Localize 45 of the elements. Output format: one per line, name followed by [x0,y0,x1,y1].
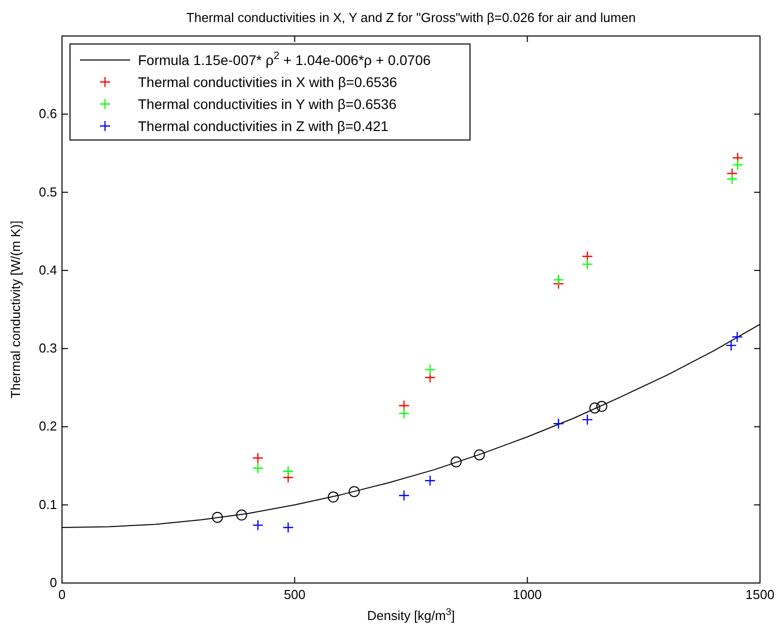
point [398,490,410,502]
point [726,173,738,185]
point [398,400,410,412]
point [474,449,485,460]
point [596,400,608,412]
point [212,512,223,523]
x-tick-label: 1000 [512,587,542,602]
x-tick-label: 1500 [746,587,774,602]
point [589,402,600,414]
point [726,340,737,352]
point [398,408,410,420]
y-tick-label: 0.1 [38,496,57,512]
y-tick-label: 0.4 [38,262,57,278]
x-axis-title: Density [kg/m$^{3}$] [367,606,455,623]
y-axis-title: Thermal conductivity [W/(m K)] [8,220,23,398]
legend-label: Thermal conductivities in Y with β=0.6536 [138,96,397,112]
y-tick-label: 0.6 [38,106,57,122]
legend-label: Formula 1.15e-007* ρ$^{2}$ + 1.04e-006*ρ + 0.0706 [138,50,431,68]
point [582,250,593,262]
point [282,466,294,477]
x-tick-label: 500 [284,587,306,602]
point [450,456,462,468]
point [252,520,264,531]
y-tick-label: 0.2 [38,418,57,434]
point [552,418,564,430]
point [582,414,593,426]
point [282,522,294,534]
point [348,486,360,498]
y-tick-label: 0.3 [38,340,57,356]
point [252,462,264,474]
point [424,475,436,486]
point [732,159,744,171]
point [732,331,743,342]
point [236,510,248,521]
point [424,372,436,384]
y-tick-label: 0.5 [38,184,57,200]
point [582,258,593,270]
point [252,452,264,464]
legend-label: Thermal conductivities in Z with β=0.421 [138,118,389,134]
point [424,364,436,376]
chart-title: Thermal conductivities in X, Y and Z for "Gross"with β=0.026 for air and lumen [186,10,636,25]
y-tick-label: 0 [50,575,57,590]
point [328,492,339,503]
point [552,274,564,286]
legend-label: Thermal conductivities in X with β=0.6536 [138,74,398,90]
